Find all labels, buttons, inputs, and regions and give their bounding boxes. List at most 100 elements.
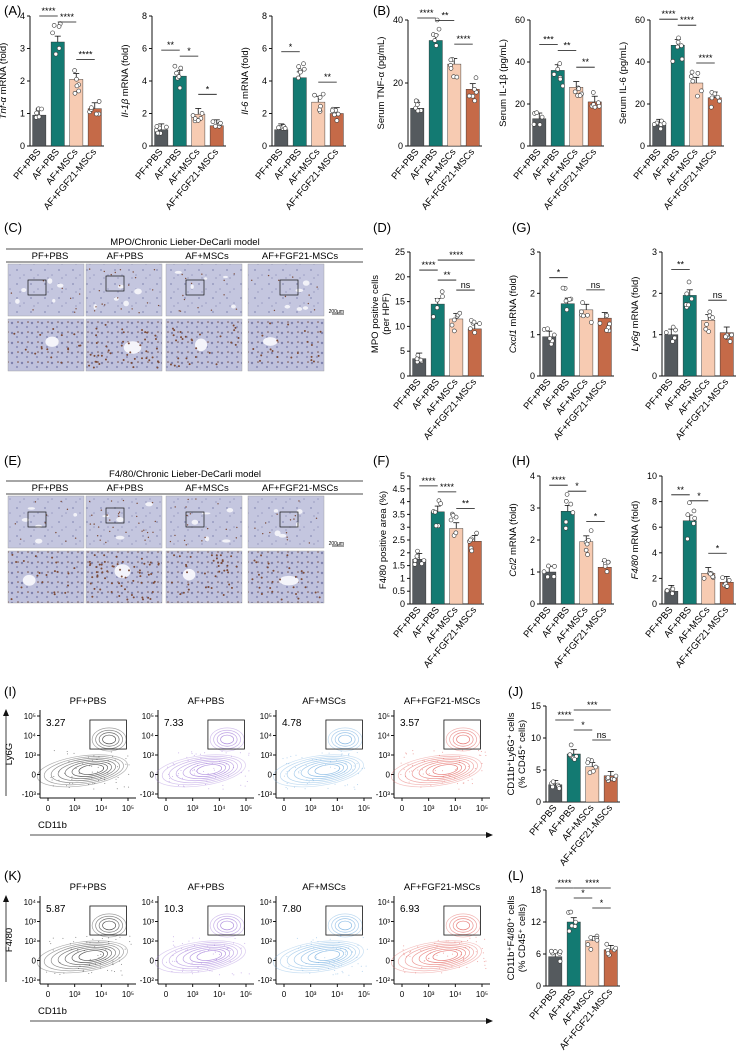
y-tick-label: 1 [20,109,25,119]
data-point [415,102,420,107]
y-axis-label: MPO positive cells [370,275,381,353]
y-axis-label: Serum IL-6 (pg/mL) [618,42,629,124]
data-point [570,510,576,515]
flow-y-tick: 0 [32,957,37,966]
y-tick-label: 3 [20,44,25,54]
y-tick-label: 2 [262,109,267,119]
bar-af-pbs [560,511,575,605]
data-point [421,558,427,563]
data-point [593,764,599,770]
histology-highmag-2 [165,318,243,372]
y-tick-label: 12 [531,917,541,927]
data-point [551,574,557,579]
data-point [282,126,288,131]
flow-y-tick: -10² [22,976,37,985]
data-point [190,113,196,118]
flow-y-tick: 10⁵ [142,712,154,721]
y-tick-label: 3 [530,503,535,513]
flow-y-tick: 10² [378,937,390,946]
y-axis-label-gene: Tnf-α [0,96,9,119]
flow-x-tick: 0 [400,990,405,999]
y-axis-label-text: CD11b⁺F4/80⁺ cells [506,895,517,980]
y-tick-label: 10 [647,471,657,481]
data-point [717,98,722,104]
significance-label: ** [324,72,332,82]
y-tick-label: 0 [520,141,525,151]
y-axis-label-text: mRNA (fold) [508,275,519,329]
data-point [686,302,691,308]
y-tick-label: 18 [531,885,541,895]
bar-pf-pbs [32,114,47,147]
significance-label: **** [41,6,56,16]
data-point [591,768,596,774]
data-point [472,330,477,335]
flow-x-tick: 10⁵ [358,804,370,813]
data-point [472,86,477,92]
significance-label: * [575,481,579,491]
data-point [695,93,700,99]
data-point [541,569,547,575]
y-tick-label: 3 [530,247,535,257]
flow-y-tick: 10⁴ [142,898,155,907]
significance-label: **** [60,12,75,22]
y-axis-label: Cxcl1 mRNA (fold) [508,275,519,353]
y-tick-label: 0 [536,981,541,991]
data-point [686,279,692,285]
data-point [726,577,732,583]
flow-y-tick: 0 [150,957,155,966]
significance-label: **** [551,475,566,485]
flow-plot-2: AF+MSCs 10⁵ 10⁴ 10³ 0 -10³ 0 10³ 10⁴ 10⁵ 4.78 [258,696,372,813]
y-tick-label: 4 [262,76,267,86]
y-tick-label: 0 [398,141,403,151]
flow-y-tick: 0 [32,771,37,780]
data-point [551,72,557,77]
data-point [720,575,725,580]
flow-x-tick: 0 [46,804,51,813]
data-point [74,83,80,89]
flow-plot-title: PF+PBS [70,882,107,893]
flow-x-tick: 10⁵ [476,804,488,813]
data-point [164,124,169,130]
y-tick-label: 5 [400,346,405,356]
histology-highmag-1 [85,550,163,604]
data-point [699,88,704,94]
histology-lowmag-1 [85,495,163,549]
data-point [72,68,77,73]
y-tick-label: 25 [395,247,405,257]
bar-af-mscs [69,79,84,147]
gate-percentage: 7.33 [164,718,184,729]
flow-y-tick: 10³ [378,918,390,927]
gate [443,719,481,750]
flow-plot-3: AF+FGF21-MSCs 10⁴ 10³ 10² 0 -10² 0 10³ 10⁴ 10⁵ 6.9… [376,882,490,999]
data-point [611,777,617,782]
flow-x-tick: 10⁵ [122,804,134,813]
panel-label-d: (D) [373,220,391,235]
data-point [414,356,420,362]
data-point [560,83,566,89]
significance-label: * [581,720,585,730]
data-point [568,909,574,915]
data-point [448,66,454,71]
data-point [675,39,681,45]
data-point [605,559,611,565]
bar-af-mscs [449,528,464,605]
bar-af-pbs [428,40,443,147]
data-point [663,330,669,335]
bar-af-pbs [560,303,575,377]
y-tick-label: 2 [400,548,405,558]
data-point [604,941,610,947]
panel-label-l: (L) [508,868,524,883]
flow-y-label: F4/80 [4,928,15,952]
data-point [94,111,99,117]
data-point [453,530,459,536]
panel-label-h: (H) [512,453,530,468]
y-tick-label: 10 [531,733,541,743]
data-point [553,949,558,954]
data-point [177,85,183,91]
data-point [76,88,81,94]
data-point [178,65,184,71]
data-point [712,91,718,97]
